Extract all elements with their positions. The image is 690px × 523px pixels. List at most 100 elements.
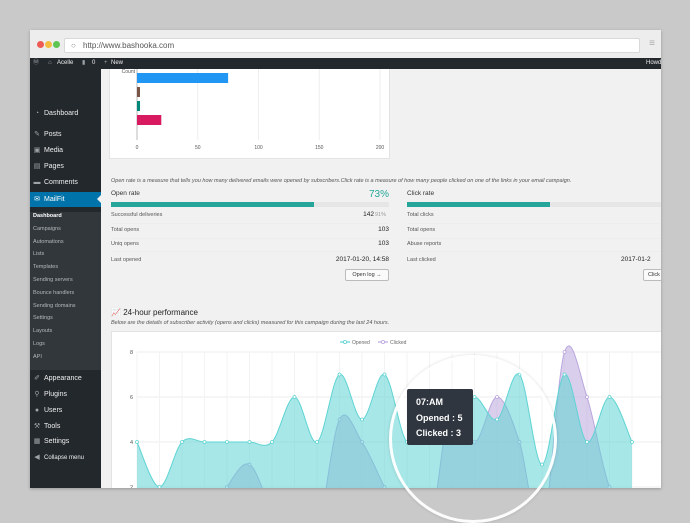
comment-icon[interactable]: ▮ [82,60,86,66]
howdy-link[interactable]: Howd [646,60,661,66]
hamburger-icon[interactable]: ≡ [649,38,655,49]
submenu-layouts[interactable]: Layouts [33,328,53,335]
sidebar-item-plugins[interactable]: ⚲ Plugins [30,388,101,402]
maximize-dot[interactable] [53,41,60,48]
collapse-label: Collapse menu [44,455,85,461]
sidebar-item-posts[interactable]: ✎ Posts [30,128,101,142]
click-log-button[interactable]: Click [643,269,661,281]
sidebar-item-mailfit[interactable]: ✉ MailFit [30,192,101,207]
url-text: http://www.bashooka.com [83,41,175,50]
submenu-settings[interactable]: Settings [33,315,53,322]
sidebar-item-label: Settings [44,438,70,445]
area-point-opened [360,417,364,422]
minimize-dot[interactable] [45,41,52,48]
bar-chart-x-tick: 50 [195,145,201,151]
submenu-templates[interactable]: Templates [33,264,59,271]
submenu-logs[interactable]: Logs [33,341,45,347]
submenu-dashboard[interactable]: Dashboard [33,213,62,219]
plugin-icon: ⚲ [34,391,40,398]
submenu-automations[interactable]: Automations [33,238,64,245]
brush-icon: ✐ [34,375,40,382]
sidebar-item-appearance[interactable]: ✐ Appearance [30,372,101,386]
area-point-opened [607,395,612,399]
submenu-api[interactable]: API [33,353,42,360]
area-point-opened [225,440,229,444]
plus-icon: + [104,60,108,66]
wrench-icon: ⚒ [33,423,41,430]
users-icon: ● [34,407,40,414]
last-clicked-value: 2017-01-2 [621,256,651,263]
active-arrow [97,195,101,203]
last-clicked-label: Last clicked [407,257,436,263]
total-opens-label: Total opens [111,227,140,233]
legend-label: Clicked [390,340,407,346]
collapse-menu[interactable]: ◀ Collapse menu [30,451,101,465]
sidebar-item-label: Comments [44,179,78,186]
arrow-right-icon: → [376,272,382,278]
divider [111,238,389,239]
tooltip-clicked: Clicked : 3 [416,428,462,438]
submenu-bounce-handlers[interactable]: Bounce handlers [33,289,75,296]
abuse-reports-label: Abuse reports [407,241,442,247]
sidebar-item-tools[interactable]: ⚒ Tools [30,420,101,434]
submenu-campaigns[interactable]: Campaigns [33,225,61,232]
submenu-sending-servers[interactable]: Sending servers [33,277,73,283]
area-point-opened [562,372,567,377]
media-icon: ▣ [33,147,41,154]
comment-count[interactable]: 0 [92,60,96,66]
chart-tooltip: 07:AM Opened : 5 Clicked : 3 [407,389,473,445]
bar-chart-x-tick: 0 [136,145,139,151]
area-point-opened [292,395,297,399]
sidebar-item-media[interactable]: ▣ Media [30,144,101,158]
wordpress-logo-icon[interactable]: Ⓦ [33,60,40,66]
tooltip-opened: Opened : 5 [416,413,463,423]
total-clicks-label: Total clicks [407,212,434,218]
sidebar-item-label: Posts [44,131,62,138]
area-chart-y-tick: 2 [130,485,133,488]
area-point-opened [270,440,274,444]
site-name-link[interactable]: Acelle [57,60,74,66]
sidebar-item-comments[interactable]: ▬ Comments [30,176,101,190]
sidebar-item-settings[interactable]: ▦ Settings [30,435,101,449]
divider [407,223,661,224]
open-rate-bar-fill [111,202,314,207]
sidebar-item-label: Users [44,407,63,414]
close-dot[interactable] [37,41,44,48]
new-link[interactable]: New [111,60,124,66]
bar-chart-x-tick: 150 [315,145,324,151]
collapse-icon: ◀ [34,454,40,461]
sidebar-item-pages[interactable]: ▤ Pages [30,160,101,174]
performance-title: 24-hour performance [123,308,198,317]
search-icon: ○ [71,41,76,50]
open-log-button[interactable]: Open log → [345,269,389,281]
divider [111,223,389,224]
mailfit-submenu: Dashboard Campaigns Automations Lists Te… [30,212,101,370]
area-point-opened [202,440,207,444]
submenu-lists[interactable]: Lists [33,251,45,258]
divider [111,251,389,252]
bar-chart-bar [137,73,229,83]
main-content: 0 50 100 150 200 Count Open rate is a measure… [101,69,661,488]
sidebar-item-label: Pages [44,163,64,170]
area-point-clicked [562,350,567,354]
area-point-opened [382,372,387,377]
open-rate-percent: 73% [369,189,390,200]
mail-icon: ✉ [34,196,40,203]
open-log-label: Open log [352,272,375,278]
comment-icon: ▬ [33,179,41,186]
sidebar-item-label: Media [44,147,64,154]
address-bar[interactable]: ○ http://www.bashooka.com [64,38,640,53]
area-point-opened [135,440,139,444]
uniq-opens-value: 103 [378,240,389,247]
bar-chart-x-tick: 200 [376,145,385,151]
submenu-sending-domains[interactable]: Sending domains [33,302,76,309]
sidebar-item-users[interactable]: ● Users [30,404,101,418]
admin-bar: Ⓦ ⌂ Acelle ▮ 0 + New Howd [30,58,661,69]
click-rate-title: Click rate [407,190,435,197]
rate-description: Open rate is a measure that tells you ho… [111,178,572,184]
sidebar-item-dashboard[interactable]: ◔ Dashboard [30,107,101,121]
last-opened-value: 2017-01-20, 14:58 [335,256,389,263]
area-chart-y-tick: 8 [130,350,133,356]
area-chart-card: Opened Clicked 2 4 6 8 [111,331,661,488]
legend-label: Opened [352,340,370,346]
